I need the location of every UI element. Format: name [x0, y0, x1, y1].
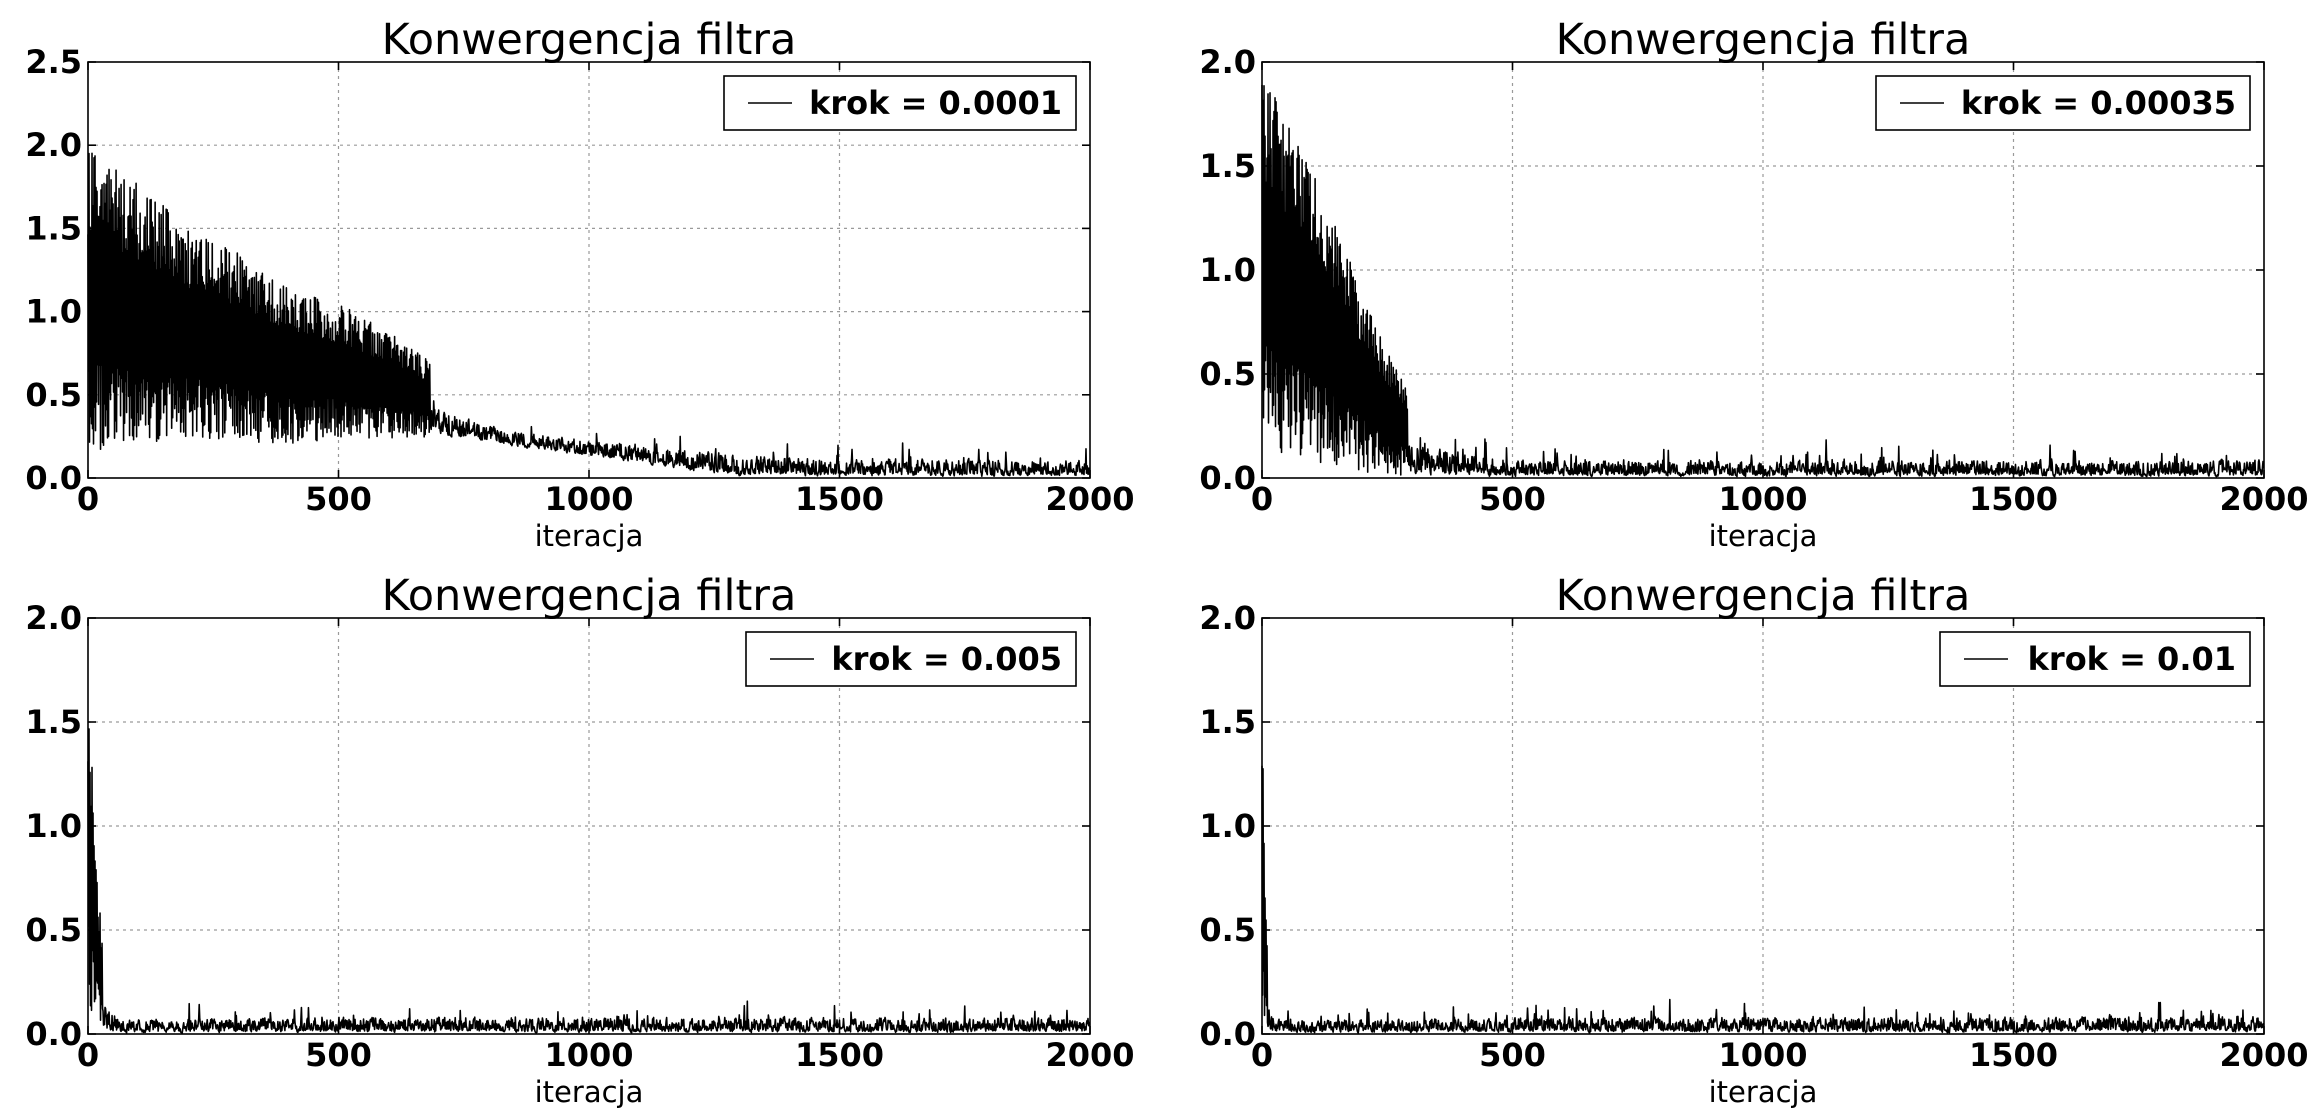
- x-tick-label: 0: [77, 1036, 99, 1074]
- y-tick-label: 1.5: [25, 209, 82, 247]
- x-tick-label: 1500: [1969, 480, 2058, 518]
- y-tick-label: 2.5: [25, 43, 82, 81]
- y-tick-label: 1.0: [25, 293, 82, 331]
- x-tick-label: 1500: [795, 1036, 884, 1074]
- chart-panel-2: Konwergencja filtra 0 500 1000 1500 2000 0.0 0.…: [1199, 15, 2308, 553]
- y-tick-label: 0.5: [25, 376, 82, 414]
- x-tick-label: 500: [1479, 1036, 1546, 1074]
- series-line-krok: [1261, 84, 2265, 478]
- y-tick-label: 0.5: [25, 911, 82, 949]
- legend-label: krok = 0.0001: [809, 84, 1062, 122]
- x-axis-label: iteracja: [535, 519, 644, 553]
- x-tick-label: 0: [77, 480, 99, 518]
- x-axis-label: iteracja: [535, 1075, 644, 1109]
- y-tick-label: 1.0: [1199, 251, 1256, 289]
- x-tick-label: 1000: [1718, 480, 1807, 518]
- x-tick-label: 1500: [1969, 1036, 2058, 1074]
- series-line-krok: [1261, 765, 2265, 1034]
- x-tick-label: 2000: [2219, 480, 2308, 518]
- y-tick-label: 2.0: [1199, 599, 1256, 637]
- legend-box: [723, 75, 1077, 131]
- chart-panel-4: Konwergencja filtra 0 500 1000 1500 2000 0.0 0.…: [1199, 571, 2308, 1109]
- x-tick-label: 500: [1479, 480, 1546, 518]
- x-axis-label: iteracja: [1709, 1075, 1818, 1109]
- legend-label: krok = 0.01: [2028, 640, 2236, 678]
- y-tick-label: 2.0: [1199, 43, 1256, 81]
- y-tick-label: 1.5: [25, 703, 82, 741]
- chart-title: Konwergencja filtra: [382, 15, 797, 65]
- legend-label: krok = 0.00035: [1961, 84, 2236, 122]
- y-tick-label: 0.5: [1199, 355, 1256, 393]
- series-line-krok: [87, 728, 1091, 1034]
- y-tick-label: 1.0: [25, 807, 82, 845]
- series-line-krok: [87, 152, 1091, 478]
- chart-panel-3: Konwergencja filtra 0 500 1000 1500 2000 0.0 0.…: [25, 571, 1134, 1109]
- x-tick-label: 1000: [544, 1036, 633, 1074]
- chart-panel-1: Konwergencja filtra 0 500 1000 1500 2000 0.0 0.…: [25, 15, 1134, 553]
- x-tick-label: 2000: [1045, 1036, 1134, 1074]
- y-tick-label: 1.5: [1199, 147, 1256, 185]
- chart-title: Konwergencja filtra: [1556, 15, 1971, 65]
- legend: krok = 0.01: [1939, 631, 2251, 687]
- x-axis-label: iteracja: [1709, 519, 1818, 553]
- x-tick-label: 500: [305, 480, 372, 518]
- legend: krok = 0.005: [745, 631, 1077, 687]
- x-tick-label: 1000: [544, 480, 633, 518]
- legend-box: [745, 631, 1077, 687]
- y-tick-label: 2.0: [25, 126, 82, 164]
- x-tick-label: 500: [305, 1036, 372, 1074]
- x-tick-label: 0: [1251, 1036, 1273, 1074]
- legend: krok = 0.00035: [1875, 75, 2251, 131]
- chart-title: Konwergencja filtra: [1556, 571, 1971, 621]
- y-tick-label: 0.0: [1199, 459, 1256, 497]
- y-tick-label: 0.5: [1199, 911, 1256, 949]
- x-tick-label: 2000: [2219, 1036, 2308, 1074]
- y-tick-label: 1.5: [1199, 703, 1256, 741]
- x-tick-label: 1000: [1718, 1036, 1807, 1074]
- y-tick-label: 0.0: [25, 1015, 82, 1053]
- y-tick-label: 0.0: [1199, 1015, 1256, 1053]
- chart-title: Konwergencja filtra: [382, 571, 797, 621]
- y-tick-label: 2.0: [25, 599, 82, 637]
- legend-label: krok = 0.005: [831, 640, 1062, 678]
- y-tick-label: 0.0: [25, 459, 82, 497]
- y-tick-label: 1.0: [1199, 807, 1256, 845]
- x-tick-label: 2000: [1045, 480, 1134, 518]
- x-tick-label: 0: [1251, 480, 1273, 518]
- x-tick-label: 1500: [795, 480, 884, 518]
- legend: krok = 0.0001: [723, 75, 1077, 131]
